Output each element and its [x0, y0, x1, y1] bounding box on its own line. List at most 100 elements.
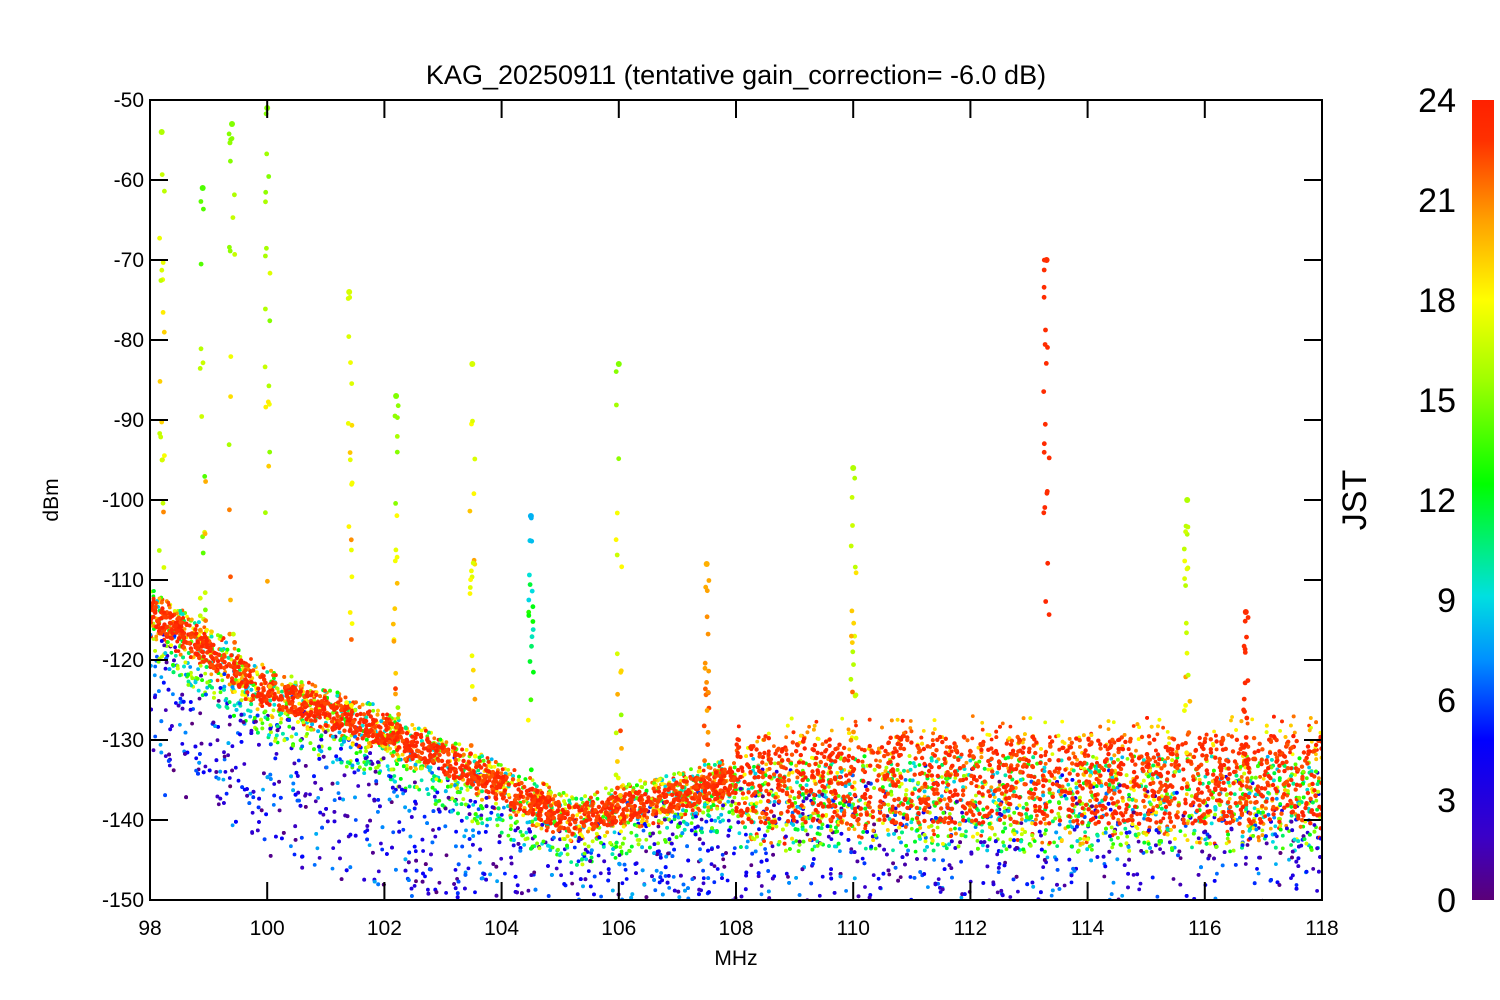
data-point — [921, 924, 925, 928]
data-point — [1135, 826, 1140, 831]
data-point — [1261, 934, 1265, 938]
data-point — [316, 796, 321, 800]
data-point — [781, 909, 785, 913]
data-point — [964, 829, 968, 834]
data-point — [437, 826, 441, 831]
data-point — [232, 646, 237, 651]
data-point — [178, 722, 182, 727]
data-point — [701, 876, 706, 881]
data-point — [784, 951, 788, 955]
data-point — [1265, 754, 1270, 759]
data-point — [1249, 994, 1253, 998]
data-point — [689, 767, 693, 772]
data-point — [939, 901, 943, 905]
data-point — [624, 877, 629, 881]
data-point — [331, 846, 336, 850]
data-point — [733, 801, 738, 806]
data-point — [188, 665, 193, 669]
data-point — [1041, 865, 1046, 869]
data-point — [578, 946, 582, 950]
data-point — [465, 921, 469, 925]
data-point — [1210, 986, 1214, 990]
data-point — [278, 720, 283, 725]
data-point — [595, 796, 600, 801]
data-point — [1055, 844, 1060, 848]
data-point — [379, 841, 383, 846]
data-point — [220, 678, 225, 683]
data-point — [928, 943, 932, 947]
data-point — [902, 945, 906, 949]
data-point — [637, 972, 641, 976]
data-point — [464, 914, 468, 918]
data-point — [385, 764, 390, 768]
data-point — [1043, 821, 1048, 826]
data-point — [1010, 950, 1014, 954]
data-point — [152, 673, 157, 678]
data-point — [612, 830, 617, 835]
data-point — [553, 958, 557, 962]
data-point — [976, 901, 980, 905]
data-point — [1213, 909, 1217, 913]
data-point — [1155, 732, 1160, 737]
data-point — [712, 880, 717, 885]
data-point — [700, 931, 704, 935]
data-point — [1071, 909, 1075, 913]
data-point — [994, 801, 998, 805]
data-point — [854, 993, 858, 997]
data-point — [719, 903, 723, 907]
data-point — [499, 856, 504, 861]
data-point — [1052, 956, 1056, 960]
data-point — [1278, 947, 1282, 951]
data-point — [381, 712, 385, 717]
data-point — [393, 717, 397, 722]
data-point — [153, 664, 158, 669]
data-point — [660, 945, 664, 949]
data-point — [1120, 893, 1125, 898]
data-point — [1207, 903, 1211, 907]
data-point — [734, 905, 738, 909]
data-point — [250, 830, 255, 834]
data-point — [1183, 833, 1187, 838]
data-point — [1137, 887, 1142, 892]
data-point — [876, 876, 881, 881]
data-point — [1090, 847, 1094, 852]
data-point — [914, 902, 918, 906]
data-point — [1158, 847, 1162, 851]
data-point — [185, 614, 189, 619]
data-point — [820, 874, 825, 879]
data-point — [904, 910, 908, 914]
data-point — [959, 859, 963, 864]
data-point — [1227, 917, 1231, 921]
data-point — [1278, 824, 1283, 828]
data-point — [178, 696, 183, 701]
data-point — [670, 927, 674, 931]
data-point — [1229, 718, 1233, 723]
data-point — [1225, 836, 1230, 841]
data-point — [171, 692, 175, 697]
data-point — [303, 793, 307, 798]
data-point — [1314, 752, 1318, 757]
data-point — [944, 946, 948, 950]
data-point — [180, 742, 185, 746]
data-point — [998, 783, 1002, 787]
data-point — [636, 920, 640, 924]
data-point — [670, 832, 675, 837]
data-point — [1193, 974, 1197, 978]
data-point — [908, 719, 913, 723]
data-point — [1097, 969, 1101, 973]
data-point — [259, 682, 264, 687]
data-point — [744, 832, 748, 837]
data-point — [1178, 829, 1183, 833]
data-point — [935, 825, 940, 830]
data-point — [221, 777, 226, 782]
data-point — [265, 670, 270, 674]
data-point — [619, 849, 624, 854]
data-point — [883, 963, 887, 967]
data-point — [1205, 803, 1209, 808]
data-point — [1094, 941, 1098, 945]
data-point — [502, 805, 506, 810]
data-point — [720, 872, 724, 877]
data-point — [901, 815, 906, 820]
data-point — [917, 763, 922, 767]
data-point — [995, 852, 1000, 857]
